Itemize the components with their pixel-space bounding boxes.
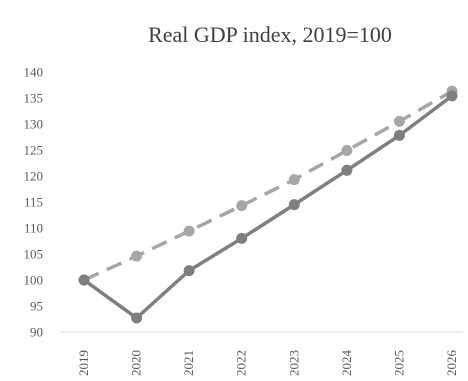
x-tick-label: 2026 [444,350,459,377]
x-tick-label: 2025 [391,350,406,376]
y-tick-label: 130 [24,117,44,132]
x-tick-label: 2019 [76,350,91,376]
data-point-solid [446,90,458,102]
data-point-solid [341,164,353,176]
data-point-solid [288,199,300,211]
x-tick-label: 2023 [286,350,301,376]
x-tick-label: 2021 [181,350,196,376]
series-layer [78,85,458,324]
y-tick-label: 120 [24,169,44,184]
data-point-solid [183,265,195,277]
x-tick-label: 2020 [129,350,144,376]
y-tick-label: 100 [24,273,44,288]
data-point-dashed [131,250,143,262]
axes-layer: 90 95 100 105 110 115 120 125 130 135 140 2019 2020 2… [24,65,463,377]
y-tick-label: 125 [24,143,44,158]
y-tick-label: 115 [24,195,43,210]
y-tick-label: 105 [24,247,44,262]
y-tick-label: 140 [24,65,44,80]
chart-title: Real GDP index, 2019=100 [148,22,392,47]
y-tick-label: 95 [30,299,43,314]
data-point-solid [131,312,143,324]
x-tick-label: 2024 [339,350,354,377]
y-tick-label: 90 [30,325,43,340]
data-point-dashed [183,225,195,237]
x-tick-label: 2022 [234,350,249,376]
data-point-solid [236,232,248,244]
data-point-dashed [288,174,300,186]
series-line-dashed [83,89,453,282]
data-point-solid [393,129,405,141]
data-point-dashed [236,200,248,212]
data-point-dashed [341,145,353,156]
data-point-solid [78,274,90,286]
series-line-solid [82,94,454,320]
data-point-dashed [393,115,405,127]
y-tick-label: 135 [24,91,44,106]
y-tick-label: 110 [24,221,43,236]
